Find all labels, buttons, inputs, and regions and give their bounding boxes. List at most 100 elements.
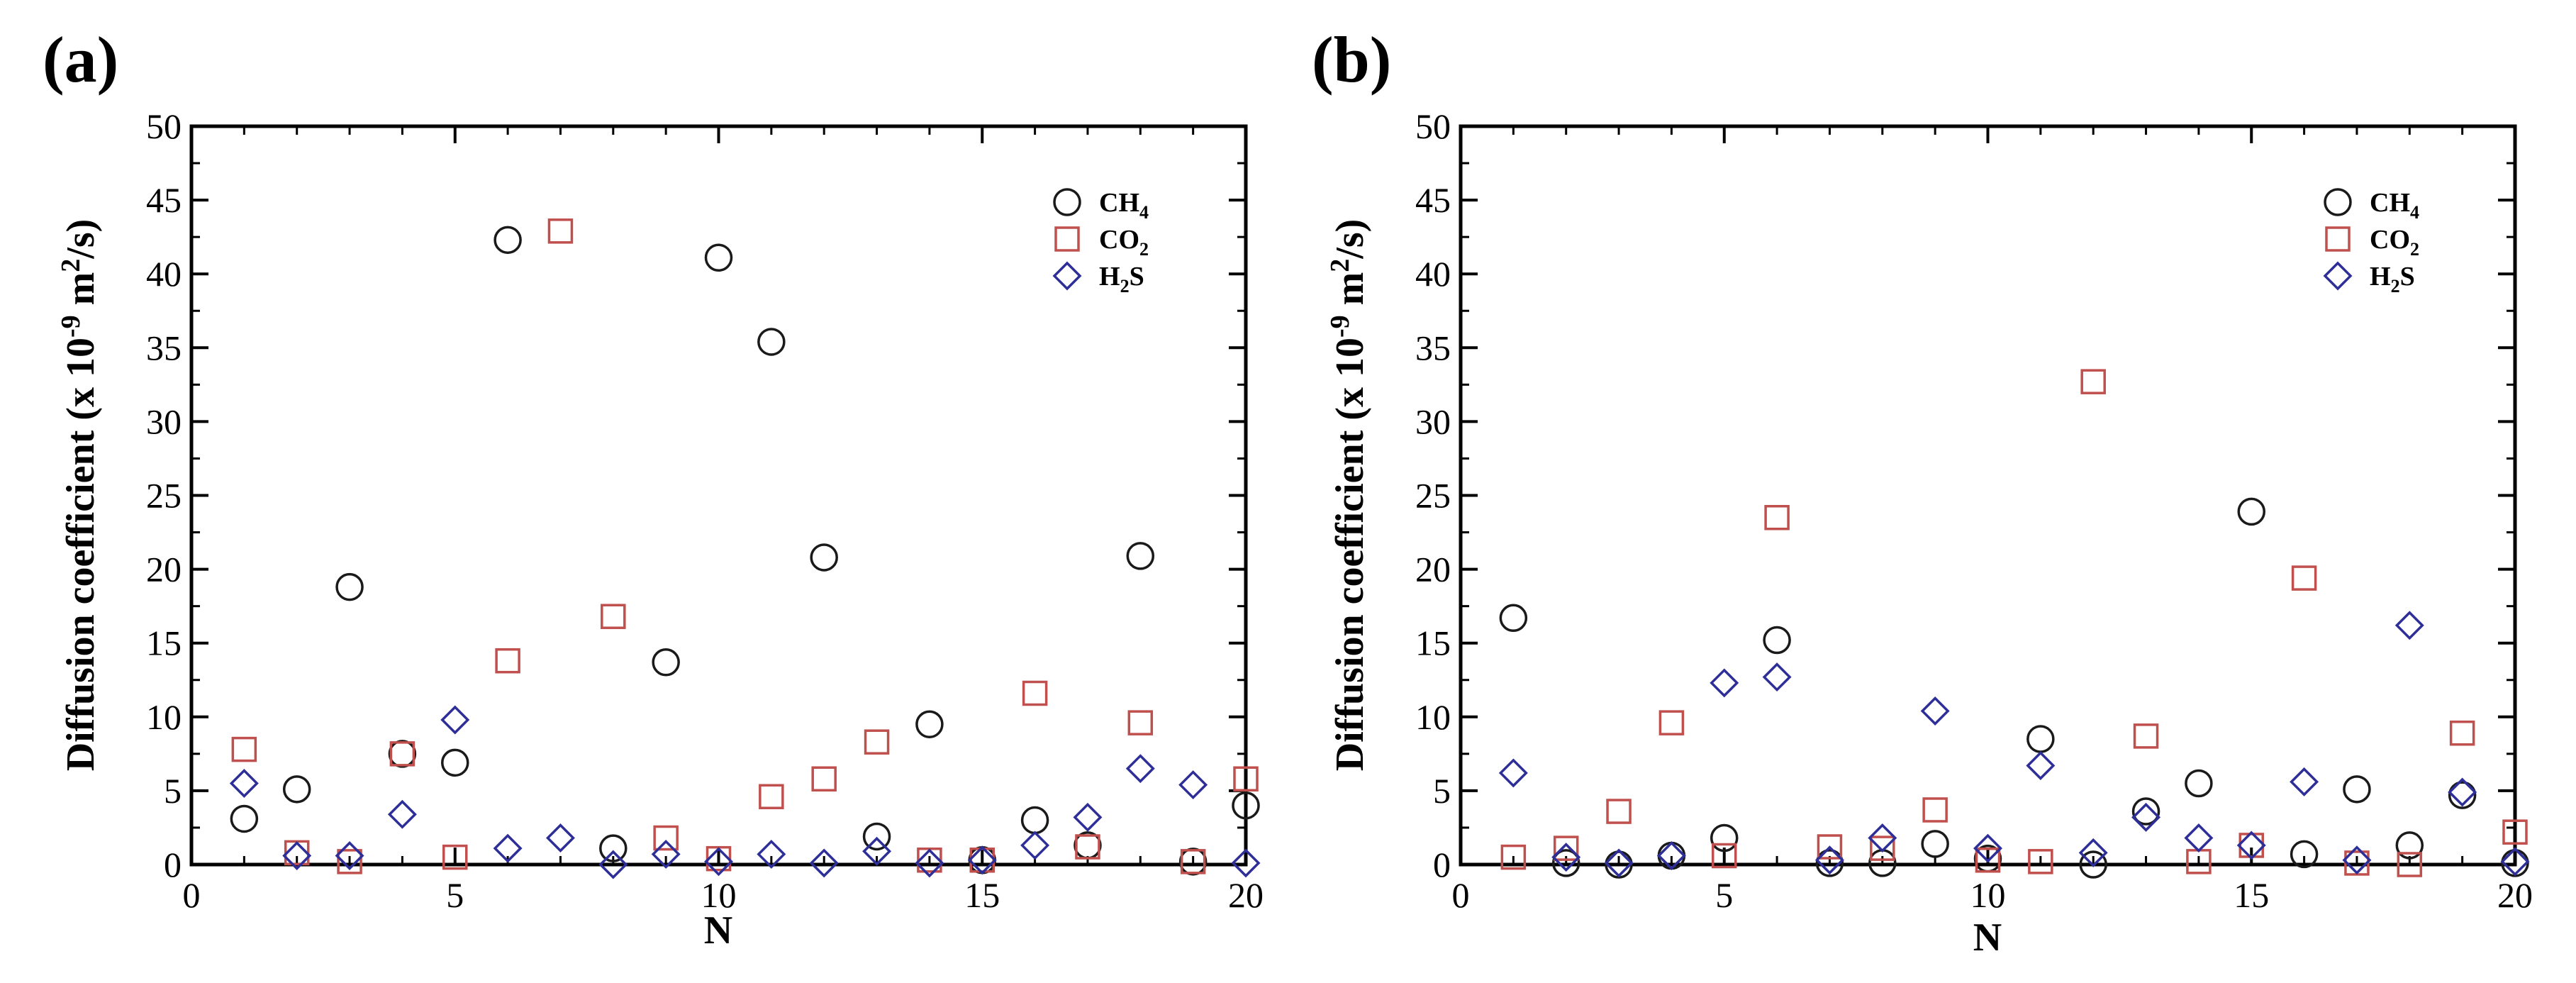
x-axis-title: N bbox=[704, 909, 732, 953]
data-point-ch4 bbox=[1178, 848, 1208, 876]
series-co2 bbox=[1500, 369, 2528, 877]
data-point-h2s bbox=[862, 836, 892, 866]
y-title-post: /s) bbox=[1328, 219, 1372, 260]
plot-frame bbox=[189, 124, 1248, 867]
data-point-ch4 bbox=[2185, 769, 2213, 798]
data-point-h2s bbox=[704, 847, 733, 877]
data-point-co2 bbox=[2291, 565, 2317, 591]
data-point-co2 bbox=[601, 604, 626, 629]
y-tick-label: 20 bbox=[1415, 550, 1451, 589]
x-tick-label: 0 bbox=[183, 875, 201, 915]
panel-label: (b) bbox=[1312, 23, 1391, 96]
data-point-co2 bbox=[864, 729, 890, 755]
data-point-co2 bbox=[1022, 680, 1048, 706]
legend-item-co2: CO2 bbox=[1054, 225, 1149, 260]
x-tick-label: 15 bbox=[2234, 875, 2269, 915]
data-point-h2s bbox=[1920, 696, 1950, 726]
x-tick-label: 0 bbox=[1452, 875, 1470, 915]
data-point-h2s bbox=[1073, 802, 1103, 832]
data-point-ch4 bbox=[2448, 781, 2477, 809]
data-point-h2s bbox=[1868, 823, 1897, 853]
y-tick-label: 30 bbox=[146, 401, 182, 441]
data-point-h2s bbox=[387, 799, 417, 829]
data-point-ch4 bbox=[2131, 797, 2160, 826]
data-point-co2 bbox=[442, 844, 468, 870]
data-point-co2 bbox=[1233, 766, 1259, 792]
panel-label: (a) bbox=[43, 23, 118, 96]
data-point-h2s bbox=[967, 845, 997, 875]
data-point-h2s bbox=[2394, 611, 2424, 640]
data-point-co2 bbox=[1817, 834, 1843, 860]
legend-label-h2s: H2S bbox=[2370, 262, 2415, 296]
y-tick-label: 20 bbox=[146, 550, 182, 589]
data-point-ch4 bbox=[282, 775, 311, 804]
legend-marker-diamond bbox=[2323, 261, 2353, 291]
data-point-h2s bbox=[1656, 841, 1686, 870]
data-point-co2 bbox=[1553, 835, 1579, 861]
data-point-co2 bbox=[337, 849, 362, 874]
data-point-ch4 bbox=[1499, 604, 1528, 633]
data-point-ch4 bbox=[230, 804, 259, 833]
y-tick-label: 35 bbox=[1415, 328, 1451, 367]
x-tick-label: 10 bbox=[1970, 875, 2006, 915]
data-point-h2s bbox=[2290, 767, 2319, 796]
data-point-h2s bbox=[229, 769, 259, 798]
y-ticks: 0 5 10 15 20 25 30 35 40 45 50 bbox=[1415, 106, 2515, 884]
data-point-ch4 bbox=[1551, 849, 1580, 877]
data-point-h2s bbox=[440, 705, 470, 735]
legend-marker-circle bbox=[1053, 188, 1081, 216]
data-point-co2 bbox=[389, 741, 416, 767]
data-point-co2 bbox=[2133, 723, 2159, 749]
data-point-ch4 bbox=[915, 710, 944, 738]
y-ticks: 0 5 10 15 20 25 30 35 40 45 50 bbox=[146, 106, 1246, 884]
panel-a: (a) 0 5 10 15 20 25 30 35 40 45 50 0 5 10 15 20 N Diff… bbox=[43, 23, 1264, 953]
data-point-ch4 bbox=[1815, 849, 1844, 877]
x-tick-label: 20 bbox=[2497, 875, 2533, 915]
y-tick-label: 0 bbox=[164, 845, 182, 884]
data-point-ch4 bbox=[1710, 823, 1739, 853]
data-point-ch4 bbox=[862, 822, 891, 851]
data-point-co2 bbox=[811, 766, 837, 792]
y-tick-label: 10 bbox=[1415, 697, 1451, 737]
panel-b: (b) 0 5 10 15 20 25 30 35 40 45 50 0 5 10 15 20 N Diff… bbox=[1312, 23, 2533, 960]
data-point-co2 bbox=[2397, 852, 2423, 877]
data-point-h2s bbox=[545, 823, 575, 853]
data-point-co2 bbox=[2028, 849, 2053, 874]
x-tick-label: 10 bbox=[701, 875, 737, 915]
data-point-co2 bbox=[1127, 710, 1154, 735]
data-point-ch4 bbox=[757, 328, 786, 356]
data-point-h2s bbox=[2131, 802, 2161, 832]
legend-marker-square bbox=[2325, 226, 2351, 252]
data-point-ch4 bbox=[2079, 850, 2107, 879]
legend-label-ch4: CH4 bbox=[2370, 188, 2419, 223]
data-point-ch4 bbox=[441, 748, 469, 777]
data-point-ch4 bbox=[388, 740, 417, 768]
data-point-co2 bbox=[1606, 799, 1632, 824]
y-tick-label: 40 bbox=[146, 254, 182, 294]
data-point-h2s bbox=[2342, 845, 2372, 875]
y-tick-label: 50 bbox=[1415, 106, 1451, 146]
legend-marker-square bbox=[1054, 226, 1080, 252]
series-co2 bbox=[231, 218, 1259, 874]
y-title-post: /s) bbox=[59, 219, 103, 260]
y-title-exp2: 2 bbox=[1325, 259, 1355, 272]
data-point-h2s bbox=[1178, 770, 1208, 800]
legend-label-co2: CO2 bbox=[2370, 225, 2419, 260]
data-point-h2s bbox=[1551, 843, 1581, 872]
data-point-h2s bbox=[757, 839, 786, 869]
data-point-co2 bbox=[2080, 369, 2106, 394]
series-h2s bbox=[1498, 611, 2530, 878]
legend-item-ch4: CH4 bbox=[2324, 188, 2419, 223]
legend-label-ch4: CH4 bbox=[1099, 188, 1149, 223]
data-point-ch4 bbox=[2026, 725, 2055, 753]
data-point-ch4 bbox=[1126, 542, 1155, 570]
plot-frame bbox=[1459, 124, 2517, 867]
y-tick-label: 10 bbox=[146, 697, 182, 737]
x-axis-title: N bbox=[1973, 916, 2002, 960]
legend-item-co2: CO2 bbox=[2325, 225, 2419, 260]
data-point-co2 bbox=[1764, 504, 1790, 531]
legend-label-co2: CO2 bbox=[1099, 225, 1149, 260]
y-tick-label: 45 bbox=[1415, 180, 1451, 220]
y-tick-label: 5 bbox=[1433, 771, 1451, 811]
